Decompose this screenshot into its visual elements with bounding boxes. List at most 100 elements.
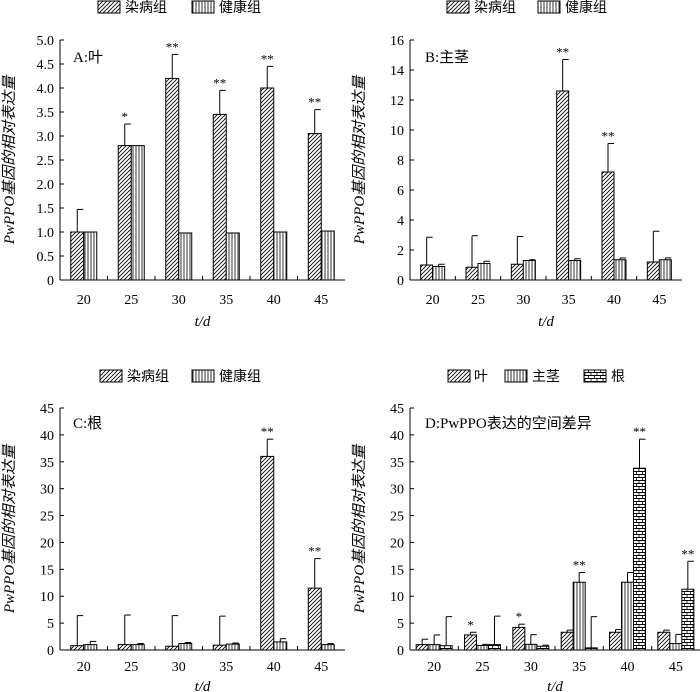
x-tick-label: 35: [219, 660, 233, 675]
significance-mark: *: [467, 617, 474, 632]
significance-mark: **: [602, 129, 615, 144]
bar-diag: [415, 644, 429, 651]
significance-mark: **: [573, 558, 586, 573]
x-tick-label: 30: [172, 293, 186, 308]
legend-label-diseased: 染病组: [474, 0, 516, 16]
y-tick-label: 35: [40, 456, 54, 471]
legend-label-diseased: 染病组: [125, 0, 167, 16]
bar-diag: [70, 645, 85, 651]
bar-diag: [510, 263, 524, 281]
bar-vert: [669, 643, 683, 651]
bar-diag: [260, 87, 275, 281]
x-tick-label: 35: [572, 660, 586, 675]
y-tick-label: 16: [390, 34, 404, 49]
y-tick-label: 40: [390, 429, 404, 444]
significance-mark: **: [633, 424, 646, 439]
y-tick-label: 1.0: [37, 226, 55, 241]
legend-swatch-diseased: [99, 369, 123, 383]
bar-diag: [70, 231, 85, 281]
significance-mark: **: [213, 75, 226, 90]
panel-label: A:叶: [73, 49, 103, 66]
bar-vert: [320, 230, 335, 281]
bar-diag: [556, 90, 570, 281]
significance-mark: **: [681, 546, 694, 561]
bar-diag: [307, 133, 322, 281]
legend-label-healthy: 健康组: [219, 0, 261, 16]
legend-panel-b: 染病组 健康组: [446, 0, 607, 16]
bar-diag: [420, 264, 434, 281]
legend-label-diseased: 染病组: [127, 369, 169, 385]
legend-swatch-diseased: [446, 0, 470, 14]
bar-brick: [536, 645, 550, 651]
y-tick-label: 45: [40, 402, 54, 417]
y-tick-label: 10: [390, 124, 404, 139]
significance-mark: **: [261, 51, 274, 66]
y-tick-label: 20: [40, 536, 54, 551]
bar-vert: [225, 232, 240, 281]
y-tick-label: 15: [40, 563, 54, 578]
bar-vert: [613, 259, 627, 281]
bar-vert: [476, 644, 489, 651]
significance-mark: *: [122, 109, 129, 124]
x-axis-label: t/d: [547, 679, 563, 692]
bar-diag: [165, 645, 180, 651]
bar-vert: [225, 643, 240, 651]
bar-vert: [477, 263, 491, 281]
x-tick-label: 20: [426, 293, 440, 308]
y-tick-label: 8: [397, 154, 404, 169]
bar-vert: [427, 644, 441, 651]
bar-diag: [307, 587, 322, 651]
y-tick-label: 5: [47, 617, 54, 632]
chart-panel-a: 0 0.5 1.0 1.5 2.0 2.5 3.0 3.5 4.0 4.5 5.0 20 25 30 35 4…: [1, 34, 345, 330]
significance-mark: **: [261, 424, 274, 439]
chart-panel-c: 0 5 10 15 20 25 30 35 40 45 20 25 30 35 40 45 ** ** C:根 PwP…: [1, 402, 345, 692]
x-tick-label: 20: [77, 660, 91, 675]
bar-vert: [130, 644, 145, 651]
x-tick-label: 45: [652, 293, 666, 308]
x-tick-label: 40: [267, 293, 281, 308]
legend-panel-c: 染病组 健康组: [99, 368, 261, 385]
y-tick-label: 5: [397, 617, 404, 632]
y-tick-label: 20: [390, 536, 404, 551]
y-tick-label: 0: [47, 274, 54, 289]
x-tick-label: 35: [562, 293, 576, 308]
y-tick-label: 1.5: [37, 202, 55, 217]
legend-label-leaf: 叶: [474, 369, 488, 385]
y-tick-label: 0: [397, 644, 404, 659]
y-axis-label: PwPPO基因的相对表达量: [1, 443, 18, 614]
bar-vert: [178, 643, 193, 651]
y-tick-label: 30: [40, 483, 54, 498]
bar-diag: [657, 631, 671, 651]
bar-vert: [130, 145, 145, 281]
bar-vert: [320, 644, 335, 651]
x-tick-label: 45: [314, 660, 328, 675]
bar-diag: [465, 266, 479, 281]
x-tick-label: 30: [172, 660, 186, 675]
x-tick-label: 45: [314, 293, 328, 308]
legend-label-stem: 主茎: [532, 369, 560, 385]
y-tick-label: 4.0: [37, 82, 55, 97]
bar-diag: [560, 631, 574, 651]
y-tick-label: 25: [40, 510, 54, 525]
bar-vert: [572, 581, 586, 651]
y-tick-label: 45: [390, 402, 404, 417]
x-tick-label: 20: [427, 660, 441, 675]
bar-diag: [117, 644, 132, 651]
bar-diag: [601, 171, 615, 281]
x-tick-label: 25: [124, 660, 138, 675]
legend-panel-a: 染病组 健康组: [97, 0, 261, 16]
x-tick-label: 40: [267, 660, 281, 675]
panel-label: C:根: [73, 415, 102, 432]
bar-brick: [681, 588, 695, 651]
y-tick-label: 10: [40, 590, 54, 605]
y-tick-label: 15: [390, 563, 404, 578]
bar-diag: [260, 455, 275, 651]
legend-swatch-diseased: [97, 0, 121, 14]
x-tick-label: 45: [669, 660, 683, 675]
y-tick-label: 4: [397, 214, 404, 229]
y-tick-label: 25: [390, 510, 404, 525]
bar-vert: [83, 644, 98, 651]
legend-swatch-healthy: [537, 0, 561, 14]
bar-vert: [524, 643, 538, 651]
significance-mark: **: [308, 95, 321, 110]
